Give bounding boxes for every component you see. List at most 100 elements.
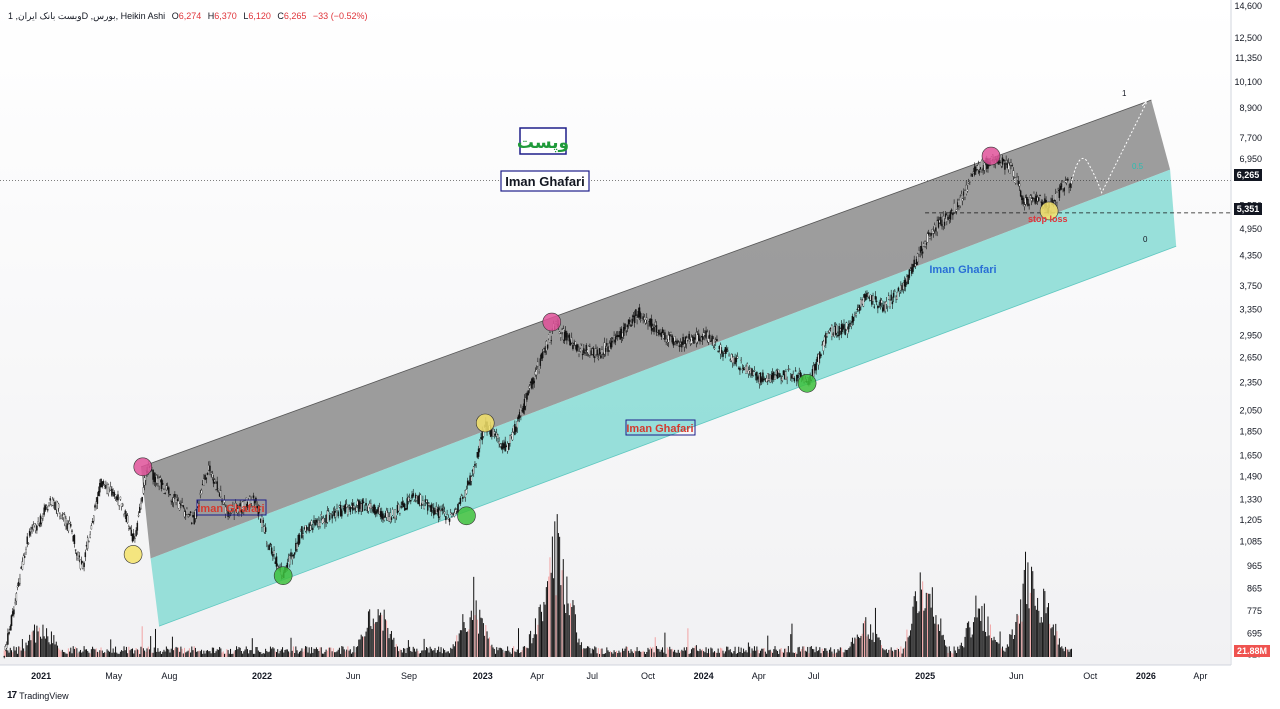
candle-body	[429, 505, 431, 508]
candle-body	[80, 561, 83, 564]
candle-body	[245, 497, 247, 505]
volume-bar	[830, 647, 832, 657]
candle-body	[316, 522, 319, 525]
candle-body	[453, 512, 456, 517]
volume-bar	[485, 625, 487, 657]
candle-body	[425, 500, 428, 503]
volume-bar	[107, 650, 109, 657]
volume-bar	[819, 647, 821, 657]
candle-body	[525, 397, 527, 407]
candle-body	[527, 390, 529, 396]
candle-body	[891, 301, 894, 305]
volume-bar	[445, 652, 447, 657]
volume-bar	[684, 650, 686, 657]
candle-body	[885, 301, 888, 305]
volume-value: 21.88M	[1237, 646, 1267, 656]
volume-bar	[3, 650, 5, 657]
volume-bar	[803, 646, 805, 657]
candle-body	[1030, 198, 1033, 201]
candle-body	[176, 499, 179, 502]
price-axis[interactable]: 14,60012,50011,35010,1008,9007,7006,9505…	[1230, 0, 1262, 665]
candle-body	[1057, 188, 1059, 190]
volume-bar	[468, 629, 470, 657]
candle-body	[632, 315, 635, 318]
volume-bar	[1028, 608, 1030, 657]
price-tick-label: 11,350	[1235, 53, 1262, 63]
candle-body	[158, 477, 160, 487]
candle-body	[221, 500, 223, 503]
candle-body	[201, 483, 204, 486]
volume-bar	[99, 650, 101, 657]
tradingview-logo[interactable]: 17 TradingView	[7, 690, 69, 701]
price-tick-label: 14,600	[1234, 1, 1262, 11]
candle-body	[497, 434, 499, 439]
volume-bar	[924, 608, 926, 657]
volume-bar	[381, 614, 383, 657]
volume-bar	[612, 653, 614, 657]
candle-body	[791, 374, 793, 379]
volume-bar	[659, 651, 661, 657]
volume-bar	[455, 641, 457, 657]
symbol-name[interactable]: 1 ,وبست بانک ایرانD ,بورس	[8, 11, 116, 21]
volume-bar	[567, 603, 569, 657]
candle-body	[205, 478, 208, 480]
volume-bar	[746, 652, 748, 657]
volume-bar	[390, 630, 392, 657]
magenta-marker	[542, 312, 562, 332]
time-axis[interactable]: 2021 May Aug 2022 Jun Sep 2023 Apr Jul Oct 2024 Apr…	[0, 664, 1231, 681]
candle-body	[108, 487, 111, 489]
volume-bar	[608, 651, 610, 657]
candle-body	[860, 299, 862, 307]
candle-body	[819, 351, 821, 359]
candle-body	[175, 497, 177, 503]
candle-body	[948, 218, 951, 221]
chart-style[interactable]: Heikin Ashi	[120, 11, 166, 21]
volume-bar	[1050, 628, 1052, 657]
volume-bar	[988, 635, 990, 657]
candle-body	[523, 398, 526, 410]
candle-body	[474, 464, 476, 466]
upper-channel-band	[141, 100, 1171, 559]
volume-bar	[1066, 648, 1068, 657]
volume-bar	[1035, 609, 1037, 657]
volume-bar	[836, 652, 838, 657]
candle-body	[139, 506, 141, 513]
candle-body	[787, 368, 790, 371]
volume-bar	[232, 653, 234, 657]
volume-bar	[544, 604, 546, 657]
candle-body	[1009, 165, 1011, 174]
volume-bar	[44, 638, 46, 657]
candle-body	[356, 500, 359, 506]
volume-bar	[842, 652, 844, 657]
volume-bar	[498, 647, 500, 657]
candle-body	[612, 337, 614, 339]
volume-bar	[83, 646, 85, 657]
candle-body	[727, 350, 729, 352]
price-tick-label: 2,650	[1239, 353, 1262, 363]
candle-body	[1004, 163, 1006, 170]
volume-bar	[253, 653, 255, 657]
volume-bar	[557, 533, 559, 657]
volume-bar	[71, 653, 73, 657]
price-tick-label: 2,350	[1239, 377, 1262, 387]
volume-bar	[66, 653, 68, 657]
volume-bar	[665, 653, 667, 657]
candle-body	[272, 553, 274, 557]
volume-bar	[444, 649, 446, 657]
candle-body	[270, 547, 273, 554]
author-left-label: Iman Ghafari	[197, 503, 264, 515]
candle-body	[854, 314, 856, 316]
volume-bar	[861, 633, 863, 657]
volume-bar	[266, 651, 268, 657]
candle-body	[587, 346, 590, 355]
candle-body	[642, 316, 644, 320]
time-tick-label: Apr	[530, 671, 544, 681]
candle-body	[683, 343, 686, 348]
candle-body	[673, 336, 676, 342]
volume-bar	[847, 649, 849, 657]
author-left-box	[196, 499, 267, 516]
candle-body	[448, 518, 451, 522]
candle-body	[638, 307, 641, 318]
volume-bar	[46, 628, 48, 657]
